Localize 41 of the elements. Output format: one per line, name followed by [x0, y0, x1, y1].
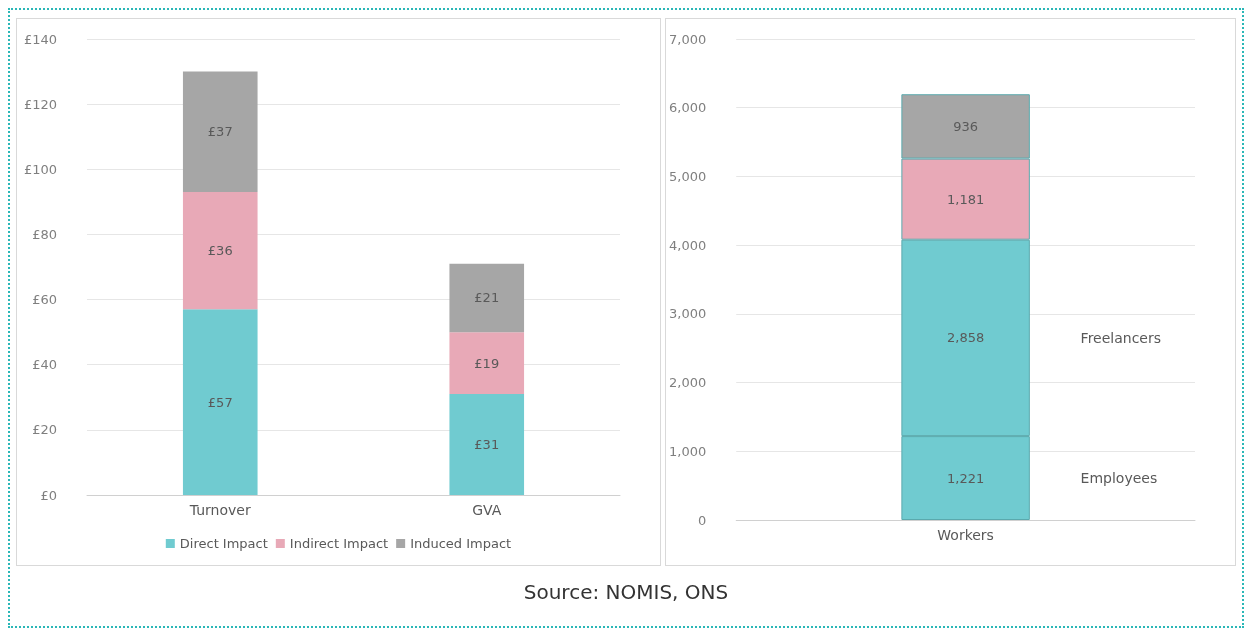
data-label: 1,221 [947, 470, 985, 486]
x-tick-label: Turnover [188, 502, 251, 518]
y-tick-label: 6,000 [669, 100, 707, 116]
y-tick-label: 3,000 [669, 306, 707, 322]
legend-label: Direct Impact [179, 536, 268, 551]
y-tick-label: 0 [697, 512, 707, 528]
data-label: £21 [474, 290, 500, 306]
data-label: 936 [953, 118, 979, 134]
y-tick-label: £60 [32, 292, 57, 308]
bar [449, 394, 525, 495]
bar [182, 309, 258, 495]
y-tick-label: £0 [40, 487, 57, 503]
bar [449, 263, 525, 333]
y-tick-label: £100 [23, 161, 57, 177]
y-tick-label: 1,000 [669, 443, 707, 459]
data-label: £31 [474, 437, 500, 453]
legend-label: Induced Impact [410, 536, 512, 551]
y-tick-label: 4,000 [669, 237, 707, 253]
text: Employees [1080, 470, 1158, 487]
source-note: Source: NOMIS, ONS [522, 580, 730, 604]
y-tick-label: 2,000 [669, 375, 707, 391]
x-tick-label: Workers [937, 527, 994, 543]
y-tick-label: 7,000 [669, 31, 707, 47]
data-label: 2,858 [947, 330, 985, 346]
data-label: £36 [207, 243, 233, 259]
y-tick-label: £80 [32, 226, 57, 242]
bar [182, 71, 258, 193]
legend-label: Indirect Impact [289, 536, 389, 551]
y-tick-label: £120 [23, 96, 57, 112]
text: Freelancers [1080, 329, 1162, 346]
y-tick-label: 5,000 [669, 168, 707, 184]
bar [449, 332, 525, 395]
bar [182, 192, 258, 310]
data-label: 1,181 [947, 191, 985, 207]
data-label: £19 [474, 355, 500, 371]
y-tick-label: £140 [23, 31, 57, 47]
data-label: £57 [207, 394, 233, 410]
x-tick-label: GVA [472, 502, 502, 518]
y-tick-label: £20 [32, 422, 57, 438]
data-label: £37 [207, 124, 233, 140]
y-tick-label: £40 [32, 357, 57, 373]
